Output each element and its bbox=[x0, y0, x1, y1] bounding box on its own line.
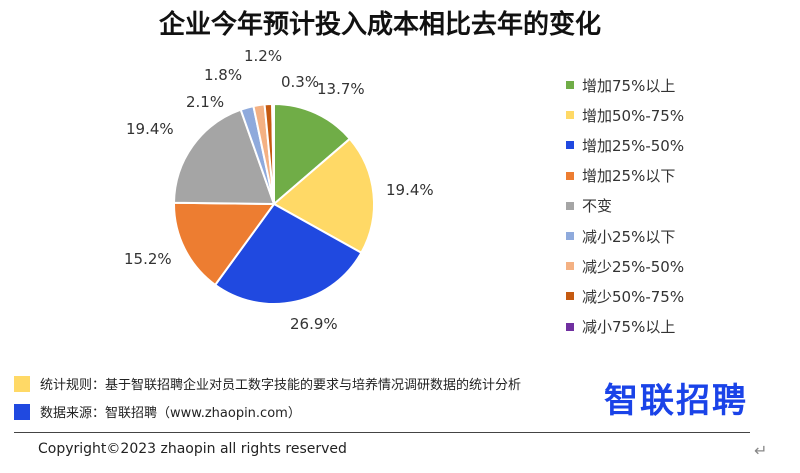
slice-value-label: 19.4% bbox=[386, 181, 434, 199]
legend-label: 增加50%-75% bbox=[582, 106, 685, 125]
legend-swatch bbox=[566, 171, 574, 180]
pie-slice bbox=[213, 202, 363, 305]
slice-value-label: 1.2% bbox=[244, 47, 283, 65]
legend-swatch bbox=[566, 201, 574, 210]
legend-item: 不变 bbox=[566, 191, 766, 221]
slice-value-label: 0.3% bbox=[281, 73, 320, 91]
legend-item: 增加75%以上 bbox=[566, 70, 766, 100]
footer-divider bbox=[14, 432, 750, 433]
legend-item: 减小75%以上 bbox=[566, 312, 766, 342]
legend-swatch bbox=[566, 292, 574, 301]
legend-item: 增加25%以下 bbox=[566, 161, 766, 191]
slice-value-label: 19.4% bbox=[126, 120, 174, 138]
legend-item: 减少50%-75% bbox=[566, 281, 766, 311]
legend-label: 减小75%以上 bbox=[582, 318, 676, 337]
chart-title: 企业今年预计投入成本相比去年的变化 bbox=[158, 10, 601, 40]
pie-slice bbox=[273, 102, 352, 207]
legend-swatch bbox=[566, 262, 574, 271]
footnote-source: 数据来源：智联招聘（www.zhaopin.com） bbox=[14, 402, 301, 421]
chart-legend: 增加75%以上 增加50%-75% 增加25%-50% 增加25%以下 不变减小25%以… bbox=[566, 70, 766, 342]
footnote-rule-text: 统计规则：基于智联招聘企业对员工数字技能的要求与培养情况调研数据的统计分析 bbox=[40, 378, 522, 393]
footnote-rule-swatch bbox=[14, 375, 30, 392]
pie-slice bbox=[173, 201, 276, 287]
legend-swatch bbox=[566, 81, 574, 90]
legend-label: 减少50%-75% bbox=[582, 287, 685, 306]
pie-slice bbox=[271, 102, 275, 205]
legend-item: 减小25%以下 bbox=[566, 221, 766, 251]
slice-value-label: 2.1% bbox=[186, 93, 225, 111]
legend-swatch bbox=[566, 111, 574, 120]
legend-swatch bbox=[566, 232, 574, 241]
legend-swatch bbox=[566, 322, 574, 331]
slice-value-label: 1.8% bbox=[204, 66, 243, 84]
pie-slice bbox=[272, 137, 375, 255]
legend-label: 减少25%-50% bbox=[582, 257, 685, 276]
footnote-rule: 统计规则：基于智联招聘企业对员工数字技能的要求与培养情况调研数据的统计分析 bbox=[14, 374, 521, 393]
return-arrow-icon: ↵ bbox=[754, 441, 768, 460]
legend-label: 增加75%以上 bbox=[582, 76, 676, 95]
legend-item: 减少25%-50% bbox=[566, 251, 766, 281]
zhaopin-logo: 智联招聘 bbox=[604, 381, 748, 421]
footnote-source-swatch bbox=[14, 403, 30, 420]
legend-item: 增加25%-50% bbox=[566, 130, 766, 160]
legend-item: 增加50%-75% bbox=[566, 100, 766, 130]
legend-label: 减小25%以下 bbox=[582, 227, 676, 246]
legend-swatch bbox=[566, 141, 574, 150]
slice-value-label: 15.2% bbox=[124, 250, 172, 268]
footnote-source-text: 数据来源：智联招聘（www.zhaopin.com） bbox=[40, 406, 301, 421]
legend-label: 增加25%-50% bbox=[582, 136, 685, 155]
legend-label: 不变 bbox=[582, 197, 613, 216]
slice-value-label: 26.9% bbox=[290, 315, 338, 333]
legend-label: 增加25%以下 bbox=[582, 167, 676, 186]
slice-value-label: 13.7% bbox=[317, 80, 365, 98]
copyright-text: Copyright©2023 zhaopin all rights reserv… bbox=[38, 441, 347, 457]
